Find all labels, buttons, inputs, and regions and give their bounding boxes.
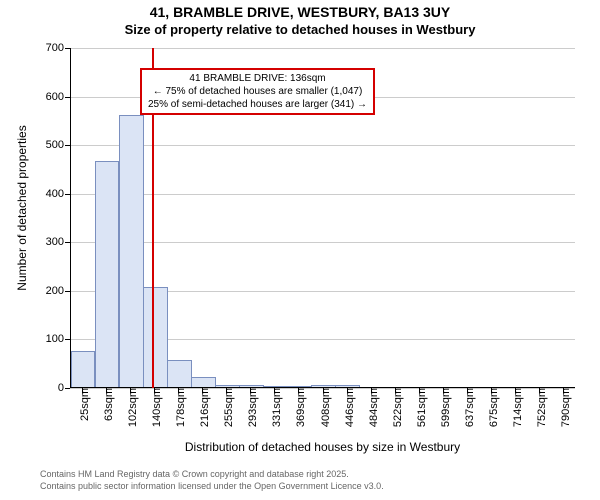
plot-area: 010020030040050060070025sqm63sqm102sqm14… <box>70 48 575 388</box>
bar <box>95 161 120 388</box>
x-tick-label: 102sqm <box>121 388 139 427</box>
x-tick-label: 561sqm <box>410 388 428 427</box>
y-tick-label: 200 <box>46 285 70 297</box>
x-axis-label: Distribution of detached houses by size … <box>70 440 575 454</box>
x-tick-label: 63sqm <box>97 388 115 421</box>
x-tick-label: 675sqm <box>482 388 500 427</box>
annotation-line-3: 25% of semi-detached houses are larger (… <box>148 98 367 111</box>
footer-attribution: Contains HM Land Registry data © Crown c… <box>40 468 384 492</box>
x-tick-label: 752sqm <box>530 388 548 427</box>
x-tick-label: 790sqm <box>554 388 572 427</box>
annotation-box: 41 BRAMBLE DRIVE: 136sqm← 75% of detache… <box>140 68 375 115</box>
x-tick-label: 369sqm <box>289 388 307 427</box>
y-tick-label: 0 <box>58 382 70 394</box>
x-tick-label: 178sqm <box>169 388 187 427</box>
grid-line <box>70 145 575 146</box>
bar <box>119 115 144 388</box>
x-tick-label: 484sqm <box>362 388 380 427</box>
y-tick-label: 300 <box>46 236 70 248</box>
x-tick-label: 446sqm <box>338 388 356 427</box>
x-tick-label: 637sqm <box>458 388 476 427</box>
grid-line <box>70 48 575 49</box>
y-tick-label: 500 <box>46 139 70 151</box>
annotation-line-1: 41 BRAMBLE DRIVE: 136sqm <box>148 72 367 85</box>
chart-subtitle: Size of property relative to detached ho… <box>0 22 600 37</box>
x-tick-label: 293sqm <box>241 388 259 427</box>
y-tick-label: 600 <box>46 91 70 103</box>
x-tick-label: 140sqm <box>145 388 163 427</box>
y-tick-label: 400 <box>46 188 70 200</box>
x-tick-label: 25sqm <box>73 388 91 421</box>
x-tick-label: 522sqm <box>386 388 404 427</box>
annotation-line-2: ← 75% of detached houses are smaller (1,… <box>148 85 367 98</box>
bar <box>143 287 168 388</box>
bar <box>167 360 192 388</box>
grid-line <box>70 242 575 243</box>
footer-line-2: Contains public sector information licen… <box>40 480 384 492</box>
x-tick-label: 255sqm <box>217 388 235 427</box>
bar <box>71 351 96 388</box>
x-tick-label: 331sqm <box>265 388 283 427</box>
grid-line <box>70 194 575 195</box>
y-tick-label: 700 <box>46 42 70 54</box>
footer-line-1: Contains HM Land Registry data © Crown c… <box>40 468 384 480</box>
x-tick-label: 408sqm <box>314 388 332 427</box>
chart-container: 41, BRAMBLE DRIVE, WESTBURY, BA13 3UY Si… <box>0 0 600 500</box>
chart-title: 41, BRAMBLE DRIVE, WESTBURY, BA13 3UY <box>0 4 600 20</box>
x-tick-label: 216sqm <box>193 388 211 427</box>
x-tick-label: 599sqm <box>434 388 452 427</box>
y-tick-label: 100 <box>46 333 70 345</box>
y-axis-label: Number of detached properties <box>15 108 29 308</box>
x-tick-label: 714sqm <box>506 388 524 427</box>
